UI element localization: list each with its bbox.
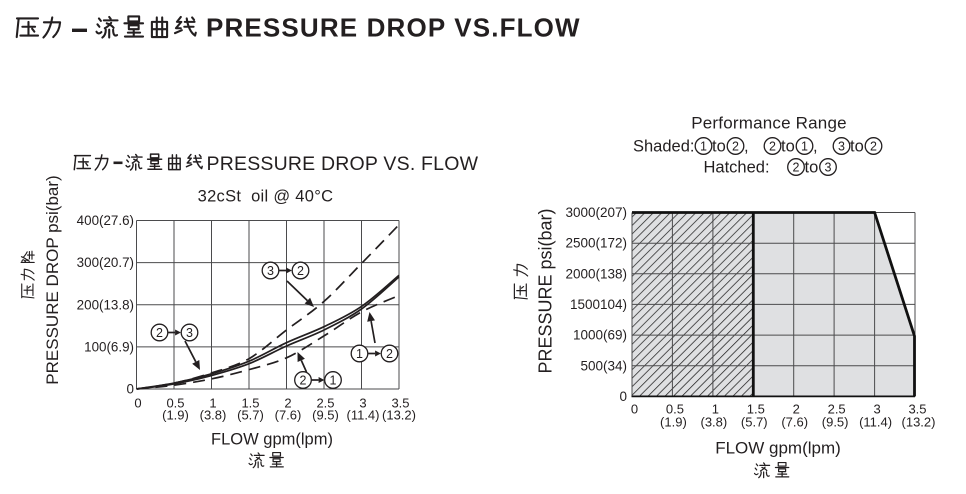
svg-text:400(27.6): 400(27.6) <box>77 213 134 228</box>
svg-text:to: to <box>712 138 726 156</box>
svg-text:1.5: 1.5 <box>241 396 259 411</box>
svg-text:FLOW gpm(lpm): FLOW gpm(lpm) <box>211 431 333 449</box>
svg-text:0.5: 0.5 <box>666 402 684 417</box>
svg-text:0: 0 <box>127 382 134 397</box>
svg-text:2000(138): 2000(138) <box>565 266 627 281</box>
svg-text:2.5: 2.5 <box>316 396 334 411</box>
svg-text:(9.5): (9.5) <box>822 415 849 430</box>
svg-text:100(6.9): 100(6.9) <box>84 339 134 354</box>
svg-text:PRESSURE DROP psi(bar): PRESSURE DROP psi(bar) <box>43 175 62 384</box>
svg-text:(1.9): (1.9) <box>162 408 189 423</box>
svg-text:3.5: 3.5 <box>391 396 409 411</box>
svg-text:3000(207): 3000(207) <box>565 205 627 220</box>
svg-text:to: to <box>850 138 864 156</box>
svg-text:(1.9): (1.9) <box>660 415 687 430</box>
svg-text:,: , <box>744 138 758 156</box>
svg-text:0.5: 0.5 <box>166 396 184 411</box>
svg-text:(11.4): (11.4) <box>347 408 380 423</box>
svg-text:3: 3 <box>873 402 880 417</box>
svg-text:3.5: 3.5 <box>908 402 926 417</box>
svg-text:2500(172): 2500(172) <box>565 236 627 251</box>
svg-text:500(34): 500(34) <box>580 358 627 373</box>
svg-text:PRESSURE DROP VS.FLOW: PRESSURE DROP VS.FLOW <box>206 13 581 43</box>
svg-text:(9.5): (9.5) <box>312 408 339 423</box>
svg-text:Shaded:: Shaded: <box>633 138 694 156</box>
svg-text:2: 2 <box>284 396 291 411</box>
svg-text:(11.4): (11.4) <box>859 415 892 430</box>
svg-text:2.5: 2.5 <box>828 402 846 417</box>
svg-text:3: 3 <box>359 396 366 411</box>
svg-text:(7.6): (7.6) <box>781 415 808 430</box>
svg-text:1: 1 <box>209 396 216 411</box>
svg-text:(3.8): (3.8) <box>200 408 227 423</box>
svg-text:(5.7): (5.7) <box>741 415 768 430</box>
svg-text:to: to <box>805 159 819 177</box>
svg-text:32cSt oil @ 40°C: 32cSt oil @ 40°C <box>198 188 334 206</box>
svg-text:PRESSURE DROP VS. FLOW: PRESSURE DROP VS. FLOW <box>207 153 479 175</box>
svg-text:1: 1 <box>712 402 719 417</box>
svg-text:1000(69): 1000(69) <box>573 328 627 343</box>
svg-text:PRESSURE psi(bar): PRESSURE psi(bar) <box>536 208 556 373</box>
svg-text:Performance Range: Performance Range <box>691 114 847 133</box>
svg-text:1500104): 1500104) <box>570 297 627 312</box>
svg-text:0: 0 <box>619 389 627 404</box>
svg-text:0: 0 <box>631 402 638 417</box>
svg-text:(13.2): (13.2) <box>902 415 936 430</box>
svg-text:,: , <box>813 138 827 156</box>
svg-text:1.5: 1.5 <box>747 402 765 417</box>
svg-text:to: to <box>781 138 795 156</box>
svg-text:0: 0 <box>134 396 141 411</box>
svg-text:(5.7): (5.7) <box>237 408 264 423</box>
svg-text:Hatched:: Hatched: <box>704 159 779 177</box>
svg-text:FLOW gpm(lpm): FLOW gpm(lpm) <box>715 439 841 458</box>
svg-text:(3.8): (3.8) <box>700 415 727 430</box>
svg-text:300(20.7): 300(20.7) <box>77 255 134 270</box>
svg-text:(7.6): (7.6) <box>275 408 302 423</box>
svg-text:2: 2 <box>793 402 800 417</box>
svg-text:200(13.8): 200(13.8) <box>77 297 134 312</box>
svg-text:(13.2): (13.2) <box>382 408 416 423</box>
